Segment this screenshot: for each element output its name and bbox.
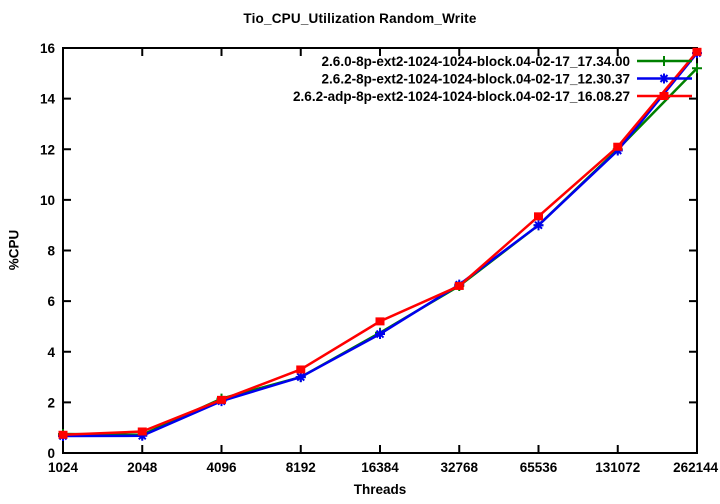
x-tick-label: 4096 — [206, 460, 237, 475]
x-tick-label: 16384 — [361, 460, 399, 475]
series-marker-1 — [295, 372, 306, 383]
series-line-0 — [61, 67, 699, 437]
series-marker-2 — [454, 281, 464, 290]
series-marker-2 — [137, 427, 147, 436]
series-marker-1 — [137, 430, 148, 441]
y-tick-label: 12 — [40, 142, 55, 157]
legend-label: 2.6.0-8p-ext2-1024-1024-block.04-02-17_1… — [322, 54, 630, 69]
series-line-2 — [61, 50, 699, 437]
chart-title: Tio_CPU_Utilization Random_Write — [243, 11, 477, 26]
y-tick-label: 14 — [40, 92, 56, 107]
x-tick-label: 8192 — [286, 460, 316, 475]
series-marker-0 — [692, 63, 702, 74]
series-marker-2 — [692, 47, 702, 56]
series-marker-2 — [375, 317, 385, 326]
y-tick-label: 2 — [47, 395, 55, 410]
x-axis-title: Threads — [353, 482, 407, 497]
series-marker-2 — [534, 212, 543, 221]
legend-marker — [659, 92, 669, 100]
y-tick-label: 8 — [47, 244, 55, 259]
x-tick-label: 32768 — [440, 460, 478, 475]
x-tick-label: 1024 — [48, 460, 79, 475]
y-tick-label: 4 — [47, 345, 55, 360]
series-marker-1 — [533, 220, 544, 231]
y-tick-label: 10 — [40, 193, 55, 208]
legend-marker — [659, 56, 669, 66]
x-tick-label: 262144 — [673, 460, 719, 475]
plot-border — [62, 47, 698, 454]
series-marker-2 — [217, 395, 226, 404]
legend-marker — [659, 73, 669, 84]
x-tick-label: 131072 — [595, 460, 640, 475]
x-tick-label: 65536 — [520, 460, 558, 475]
legend-label: 2.6.2-8p-ext2-1024-1024-block.04-02-17_1… — [322, 72, 630, 87]
y-tick-label: 16 — [40, 41, 56, 56]
x-tick-label: 2048 — [127, 460, 158, 475]
series-line-1 — [61, 51, 699, 438]
y-tick-label: 6 — [47, 294, 55, 309]
legend-label: 2.6.2-adp-8p-ext2-1024-1024-block.04-02-… — [293, 89, 630, 104]
series-marker-2 — [58, 430, 68, 439]
series-marker-2 — [613, 142, 623, 151]
y-tick-label: 0 — [47, 446, 55, 461]
series-marker-2 — [296, 365, 306, 374]
series-marker-1 — [375, 329, 385, 340]
